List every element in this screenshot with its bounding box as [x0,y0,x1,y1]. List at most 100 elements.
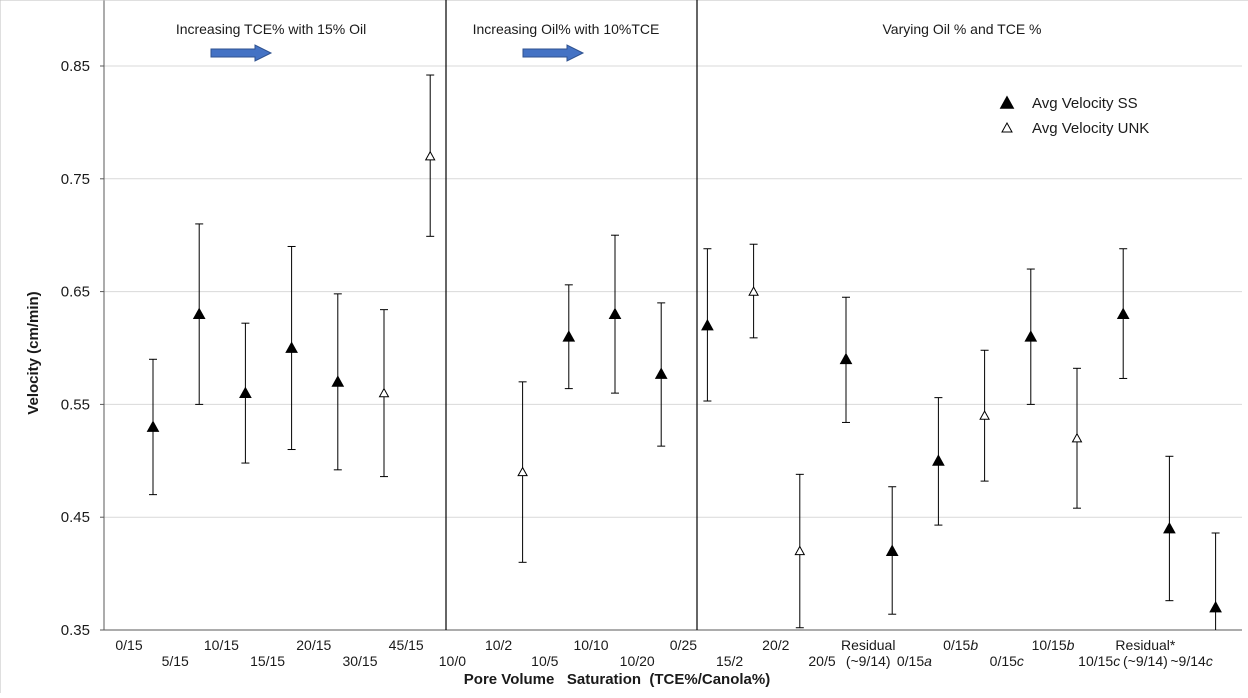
x-category-text: ~9/14 [1170,653,1206,669]
section-annotations: Increasing TCE% with 15% Oil Increasing O… [176,0,1042,630]
x-category-text: 10/15 [1078,653,1113,669]
x-category-text: Residual [841,637,895,653]
y-tick-label: 0.45 [61,509,90,526]
y-tick-label: 0.35 [61,622,90,639]
open-triangle-marker [1071,432,1083,443]
x-category-label-line2: (~9/14) [846,653,891,669]
open-triangle-marker [378,387,390,398]
filled-triangle-marker [1024,330,1038,342]
x-category-text: 30/15 [342,653,377,669]
x-category-suffix: c [1206,653,1213,669]
x-category-label: 0/15 [115,637,142,653]
x-category-label: 10/15 [204,637,239,653]
x-category-text: 0/25 [670,637,697,653]
y-axis-ticks: 0.35 0.45 0.55 0.65 0.75 0.85 [61,58,104,639]
error-bars [149,74,1220,630]
filled-triangle-marker [885,544,899,556]
x-category-text: 10/0 [439,653,466,669]
open-triangle-marker [794,545,806,556]
x-category-label: 15/2 [716,653,743,669]
y-axis-title: Velocity (cm/min) [25,291,42,414]
x-category-text: Residual* [1115,637,1175,653]
x-category-suffix: c [1017,653,1024,669]
x-axis-title: Pore Volume Saturation (TCE%/Canola%) [464,671,770,688]
x-category-text: 10/5 [531,653,558,669]
filled-triangle-marker [701,318,714,331]
x-category-text: 10/15 [1032,637,1067,653]
section-title: Increasing Oil% with 10%TCE [473,21,660,37]
x-category-text: 20/2 [762,637,789,653]
filled-triangle-marker [331,375,345,387]
x-category-label: Residual [841,637,895,653]
filled-triangle-marker [1116,307,1130,320]
x-category-label: 10/0 [439,653,466,669]
filled-triangle-marker [1163,521,1176,534]
x-category-label-line2: (~9/14) [1123,653,1168,669]
open-triangle-marker [979,410,990,420]
filled-triangle-marker [239,386,252,399]
x-category-text: 5/15 [162,653,189,669]
x-category-label: 10/10 [573,637,608,653]
y-tick-label: 0.55 [61,396,90,413]
y-tick-label: 0.75 [61,171,90,188]
open-triangle-marker [517,466,528,477]
blue-arrow-icon [522,44,585,62]
x-category-text: 20/5 [808,653,835,669]
x-category-label: ~9/14c [1170,653,1212,669]
y-tick-label: 0.85 [61,58,90,75]
x-category-label: 20/2 [762,637,789,653]
x-category-label: 10/5 [531,653,558,669]
x-category-text: 10/15 [204,637,239,653]
x-category-label: 10/2 [485,637,512,653]
data-markers [146,150,1222,613]
x-category-label: 20/5 [808,653,835,669]
blue-arrow-icon [210,44,273,62]
gridlines [104,65,1242,518]
filled-triangle-marker [1209,600,1222,613]
section-title: Varying Oil % and TCE % [883,21,1042,37]
x-category-text: 20/15 [296,637,331,653]
x-category-label: 10/15b [1032,637,1075,653]
x-category-text: 15/2 [716,653,743,669]
legend-entry: Avg Velocity UNK [1032,120,1149,137]
legend-entry: Avg Velocity SS [1032,95,1138,112]
x-category-label: Residual* [1115,637,1175,653]
legend: Avg Velocity SS Avg Velocity UNK [999,95,1149,137]
x-category-text: 10/10 [573,637,608,653]
filled-triangle-marker [285,341,298,353]
x-category-text: 0/15 [943,637,970,653]
x-category-text: 45/15 [389,637,424,653]
filled-triangle-marker [192,307,206,320]
x-category-label: 20/15 [296,637,331,653]
x-category-label: 10/15c [1078,653,1120,669]
x-category-text: 0/15 [990,653,1017,669]
filled-triangle-marker [654,367,668,379]
x-axis-category-labels: 0/15 5/15 10/15 15/15 20/15 30/15 45/15 10/0 10/… [115,637,1212,669]
filled-triangle-marker [932,454,945,466]
x-category-suffix: b [1067,637,1075,653]
x-category-label: 15/15 [250,653,285,669]
x-category-label: 0/25 [670,637,697,653]
x-category-text: 10/20 [620,653,655,669]
section-title: Increasing TCE% with 15% Oil [176,21,366,37]
open-triangle-marker [748,286,759,296]
open-triangle-marker [424,150,436,161]
x-category-label: 10/20 [620,653,655,669]
x-category-suffix: a [924,653,932,669]
x-category-label: 0/15a [897,653,932,669]
filled-triangle-marker [146,420,160,432]
x-category-label: 5/15 [162,653,189,669]
x-category-text: 10/2 [485,637,512,653]
legend-filled-triangle-icon [999,95,1015,109]
x-category-label: 0/15b [943,637,978,653]
filled-triangle-marker [839,352,853,365]
x-category-label: 45/15 [389,637,424,653]
x-category-text: 15/15 [250,653,285,669]
legend-open-triangle-icon [1001,121,1013,133]
filled-triangle-marker [608,307,622,320]
x-category-label: 30/15 [342,653,377,669]
x-category-text: 0/15 [115,637,142,653]
